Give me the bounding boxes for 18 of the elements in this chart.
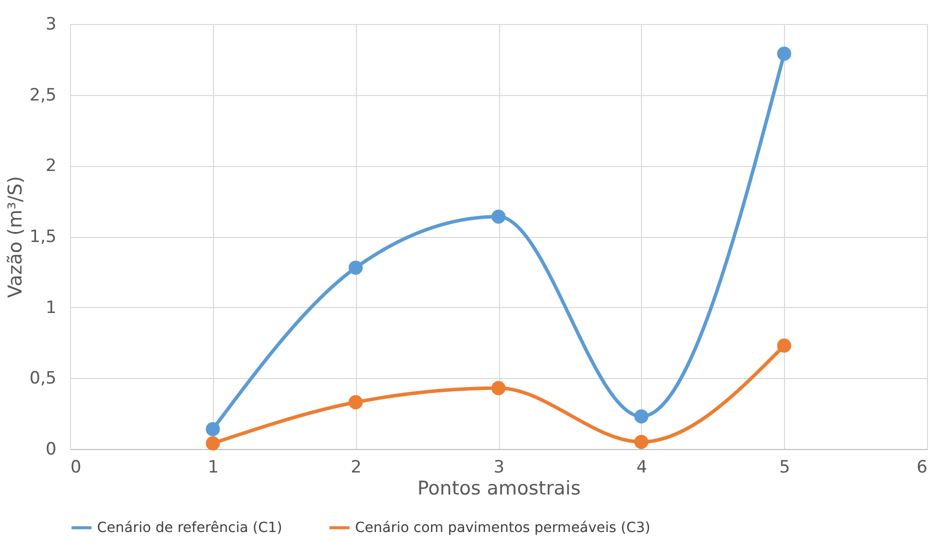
x-tick-label: 6 bbox=[916, 458, 928, 478]
y-tick-label: 3 bbox=[46, 14, 56, 34]
x-tick-label: 4 bbox=[636, 458, 648, 478]
legend-label: Cenário de referência (C1) bbox=[97, 520, 282, 536]
y-tick-label: 1 bbox=[46, 298, 56, 318]
y-tick-label: 2 bbox=[46, 156, 56, 176]
x-tick-label: 5 bbox=[779, 458, 790, 478]
legend-label: Cenário com pavimentos permeáveis (C3) bbox=[355, 520, 650, 536]
x-tick-label: 3 bbox=[494, 458, 504, 478]
x-tick-label: 2 bbox=[350, 458, 362, 478]
x-tick-label: 0 bbox=[70, 458, 82, 478]
y-tick-label: 0,5 bbox=[29, 368, 56, 389]
y-tick-label: 0 bbox=[46, 440, 56, 460]
x-tick-label: 1 bbox=[208, 458, 219, 478]
y-axis-title: Vazão (m³/S) bbox=[4, 176, 26, 298]
y-tick-label: 1,5 bbox=[29, 227, 56, 247]
y-tick-label: 2,5 bbox=[29, 85, 56, 106]
x-axis-title: Pontos amostrais bbox=[417, 478, 581, 500]
